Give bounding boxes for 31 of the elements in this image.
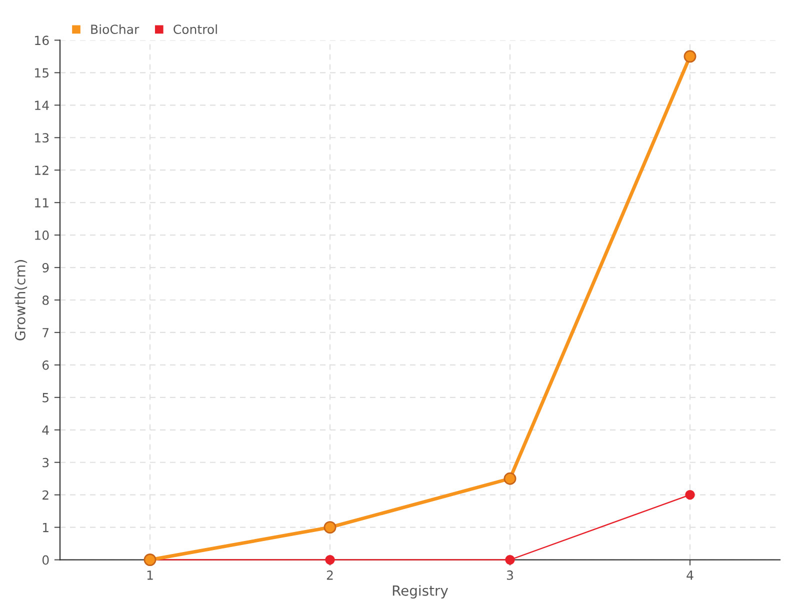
y-tick-label: 9 (42, 262, 49, 272)
y-axis-title: Growth(cm) (14, 260, 28, 340)
y-tick-label: 4 (42, 426, 49, 435)
y-tick-label: 5 (42, 393, 48, 402)
x-tick-label: 1 (147, 570, 153, 580)
y-tick-label: 7 (42, 328, 49, 338)
point (505, 554, 515, 565)
y-tick-label: 15 (35, 68, 48, 78)
y-tick-label: 12 (35, 166, 48, 175)
y-tick-label: 13 (35, 133, 49, 143)
y-tick-label: 16 (35, 36, 49, 46)
y-tick-label: 10 (35, 230, 49, 240)
y-tick-label: 6 (42, 360, 49, 370)
legend-label: BioChar (91, 24, 140, 34)
y-tick-label: 14 (35, 100, 49, 110)
x-tick-label: 3 (506, 570, 513, 580)
x-axis-title: Registry (392, 585, 448, 599)
x-tick-label: 2 (326, 570, 333, 580)
y-tick-label: 11 (35, 198, 48, 208)
point (504, 472, 516, 485)
y-tick-label: 3 (42, 458, 49, 468)
y-tick-label: 2 (42, 490, 48, 500)
y-tick-label: 1 (43, 522, 48, 532)
y-tick-label: 8 (42, 295, 49, 305)
legend-label: Control (174, 24, 217, 34)
y-tick-label: 0 (42, 555, 49, 565)
x-tick-label: 4 (686, 570, 694, 580)
point (685, 490, 695, 500)
point (684, 50, 696, 63)
point (325, 554, 335, 565)
point (324, 521, 336, 534)
